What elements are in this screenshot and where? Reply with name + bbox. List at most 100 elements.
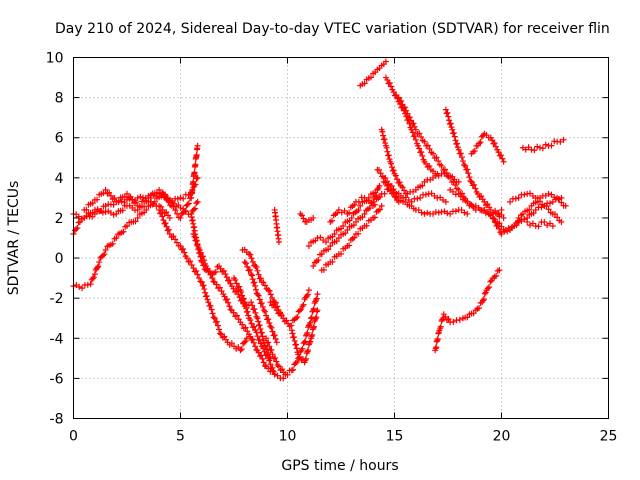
data-point (267, 323, 274, 330)
data-point (421, 210, 428, 217)
data-point-interp (444, 109, 451, 116)
data-point-interp (434, 335, 441, 342)
data-point-interp (239, 321, 246, 328)
data-point-interp (325, 246, 332, 253)
data-point-interp (443, 170, 450, 177)
data-point-interp (230, 285, 237, 292)
data-point-interp (132, 218, 139, 225)
data-point-interp (289, 330, 296, 337)
data-point (222, 271, 229, 278)
data-point-interp (557, 138, 564, 145)
data-point (357, 202, 364, 209)
data-point-interp (484, 201, 491, 208)
data-point (331, 230, 338, 237)
data-point (430, 150, 437, 157)
data-point-interp (454, 140, 461, 147)
data-point-interp (496, 225, 503, 232)
data-point (310, 214, 317, 221)
data-point-interp (159, 189, 166, 196)
data-point-interp (531, 147, 538, 154)
data-point (545, 190, 552, 197)
data-point-interp (99, 209, 106, 216)
data-point-interp (367, 74, 374, 81)
data-point-interp (320, 266, 327, 273)
data-point (79, 285, 86, 292)
data-point-interp (100, 190, 107, 197)
data-point-interp (252, 286, 259, 293)
data-point (374, 186, 381, 193)
data-point-interp (307, 338, 314, 345)
data-point-interp (388, 83, 395, 90)
data-point-interp (513, 222, 520, 229)
data-point-interp (493, 272, 500, 279)
data-point-interp (180, 246, 187, 253)
data-point-interp (535, 223, 542, 230)
data-point-interp (480, 296, 487, 303)
data-point (515, 214, 522, 221)
data-point-interp (542, 141, 549, 148)
data-point-interp (182, 207, 189, 214)
data-point-interp (410, 120, 417, 127)
data-point-interp (423, 160, 430, 167)
data-point-interp (269, 364, 276, 371)
data-point-interp (160, 217, 167, 224)
data-point-interp (256, 336, 263, 343)
data-point (477, 206, 484, 213)
data-point (273, 307, 280, 314)
data-point-interp (159, 213, 166, 220)
data-point-interp (538, 204, 545, 211)
data-point (500, 158, 507, 165)
data-point-interp (426, 145, 433, 152)
data-point (190, 265, 197, 272)
data-point-interp (499, 155, 506, 162)
x-tick-label: 10 (279, 429, 297, 445)
data-point (260, 307, 267, 314)
data-point-interp (462, 195, 469, 202)
data-point (382, 58, 389, 65)
data-point-interp (191, 268, 198, 275)
data-point-interp (478, 133, 485, 140)
data-point-interp (416, 130, 423, 137)
data-point-interp (388, 164, 395, 171)
data-point-interp (191, 169, 198, 176)
data-point-interp (119, 207, 126, 214)
data-point-interp (477, 139, 484, 146)
y-tick-label: 4 (55, 171, 64, 187)
data-point-interp (111, 195, 118, 202)
data-point-interp (202, 289, 209, 296)
y-tick-label: 6 (55, 131, 64, 147)
data-point-interp (106, 189, 113, 196)
data-point-interp (265, 316, 272, 323)
data-point-interp (271, 332, 278, 339)
data-point-interp (346, 242, 353, 249)
data-point-interp (253, 329, 260, 336)
data-point-interp (539, 145, 546, 152)
data-point (541, 218, 548, 225)
data-point-interp (446, 117, 453, 124)
data-point-interp (313, 314, 320, 321)
data-point-interp (409, 129, 416, 136)
data-point-interp (489, 137, 496, 144)
data-point-interp (184, 201, 191, 208)
data-point-interp (290, 366, 297, 373)
data-point-interp (84, 281, 91, 288)
data-point (254, 315, 261, 322)
data-point-interp (248, 255, 255, 262)
data-point-interp (230, 309, 237, 316)
data-point (263, 335, 270, 342)
data-point-interp (452, 208, 459, 215)
data-point-interp (376, 206, 383, 213)
data-point-interp (189, 190, 196, 197)
data-point-interp (185, 200, 192, 207)
data-point-interp (437, 323, 444, 330)
data-point (271, 371, 278, 378)
data-point-interp (530, 210, 537, 217)
data-point (211, 315, 218, 322)
data-point-interp (487, 278, 494, 285)
data-point-interp (266, 319, 273, 326)
data-point (275, 239, 282, 246)
data-point-interp (258, 300, 265, 307)
data-point-interp (365, 197, 372, 204)
data-point-interp (433, 344, 440, 351)
